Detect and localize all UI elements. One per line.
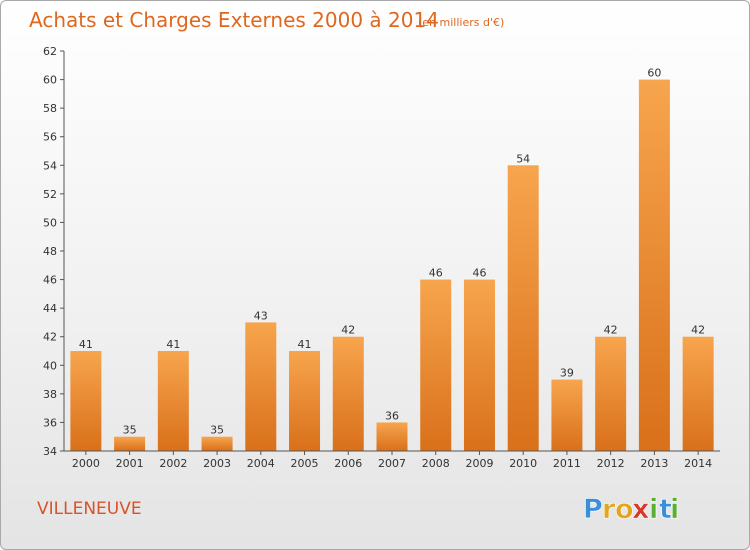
y-tick-label: 44 — [43, 302, 57, 315]
y-tick-label: 58 — [43, 102, 57, 115]
x-tick-label: 2009 — [465, 457, 493, 470]
x-tick-label: 2000 — [72, 457, 100, 470]
logo-letter: i — [649, 494, 658, 525]
logo-letter: t — [659, 494, 672, 525]
logo-letter: o — [615, 494, 634, 525]
value-label-2008: 46 — [429, 267, 443, 280]
bars: 41 35 41 35 43 41 42 36 46 46 54 39 42 60 42 — [70, 67, 714, 452]
value-label-2013: 60 — [647, 67, 661, 80]
value-label-2004: 43 — [254, 309, 268, 322]
x-axis: 2000 2001 2002 2003 2004 2005 2006 2007 2008 2009… — [64, 450, 720, 470]
y-tick-label: 42 — [43, 331, 57, 344]
x-tick-label: 2001 — [116, 457, 144, 470]
bar-2010 — [507, 165, 539, 452]
bar-2014 — [682, 336, 714, 451]
value-label-2002: 41 — [166, 338, 180, 351]
y-tick-label: 62 — [43, 45, 57, 58]
x-tick-label: 2011 — [553, 457, 581, 470]
chart-subtitle: (en milliers d'€) — [418, 16, 504, 29]
x-tick-label: 2007 — [378, 457, 406, 470]
y-tick-label: 50 — [43, 216, 57, 229]
x-tick-label: 2006 — [334, 457, 362, 470]
x-tick-label: 2004 — [247, 457, 275, 470]
logo-letter: r — [602, 494, 616, 525]
y-tick-label: 60 — [43, 74, 57, 87]
logo-letter: P — [583, 494, 603, 525]
bar-2002 — [157, 351, 189, 451]
bar-2012 — [595, 336, 627, 451]
chart-title: Achats et Charges Externes 2000 à 2014 — [29, 8, 439, 32]
y-tick-label: 56 — [43, 131, 57, 144]
value-label-2009: 46 — [472, 267, 486, 280]
bar-2005 — [289, 351, 321, 451]
value-label-2007: 36 — [385, 409, 399, 422]
value-label-2001: 35 — [123, 424, 137, 437]
value-label-2011: 39 — [560, 367, 574, 380]
y-tick-label: 54 — [43, 159, 57, 172]
bar-2004 — [245, 322, 277, 451]
x-tick-label: 2008 — [422, 457, 450, 470]
logo-letter: i — [670, 494, 679, 525]
bar-2013 — [638, 79, 670, 452]
y-tick-label: 52 — [43, 188, 57, 201]
y-tick-label: 48 — [43, 245, 57, 258]
y-tick-label: 38 — [43, 388, 57, 401]
value-label-2010: 54 — [516, 152, 530, 165]
y-tick-label: 34 — [43, 445, 57, 458]
value-label-2000: 41 — [79, 338, 93, 351]
bar-2011 — [551, 379, 583, 451]
bar-2000 — [70, 351, 102, 451]
y-tick-label: 36 — [43, 416, 57, 429]
value-label-2012: 42 — [604, 324, 618, 337]
x-tick-label: 2002 — [159, 457, 187, 470]
bar-2001 — [114, 436, 146, 451]
value-label-2014: 42 — [691, 324, 705, 337]
y-tick-label: 40 — [43, 359, 57, 372]
bar-2006 — [332, 336, 364, 451]
bar-2003 — [201, 436, 233, 451]
bar-2009 — [463, 279, 495, 451]
value-label-2005: 41 — [298, 338, 312, 351]
bar-2007 — [376, 422, 408, 451]
x-tick-label: 2003 — [203, 457, 231, 470]
value-label-2003: 35 — [210, 424, 224, 437]
x-tick-label: 2005 — [291, 457, 319, 470]
value-label-2006: 42 — [341, 324, 355, 337]
logo-letter: x — [632, 494, 649, 525]
bar-2008 — [420, 279, 452, 451]
x-tick-label: 2012 — [597, 457, 625, 470]
place-name: VILLENEUVE — [37, 499, 142, 519]
x-tick-label: 2010 — [509, 457, 537, 470]
x-tick-label: 2013 — [640, 457, 668, 470]
y-axis: 34 36 38 40 42 44 46 48 50 52 54 56 58 60 62 — [43, 45, 65, 458]
x-tick-label: 2014 — [684, 457, 712, 470]
y-tick-label: 46 — [43, 274, 57, 287]
